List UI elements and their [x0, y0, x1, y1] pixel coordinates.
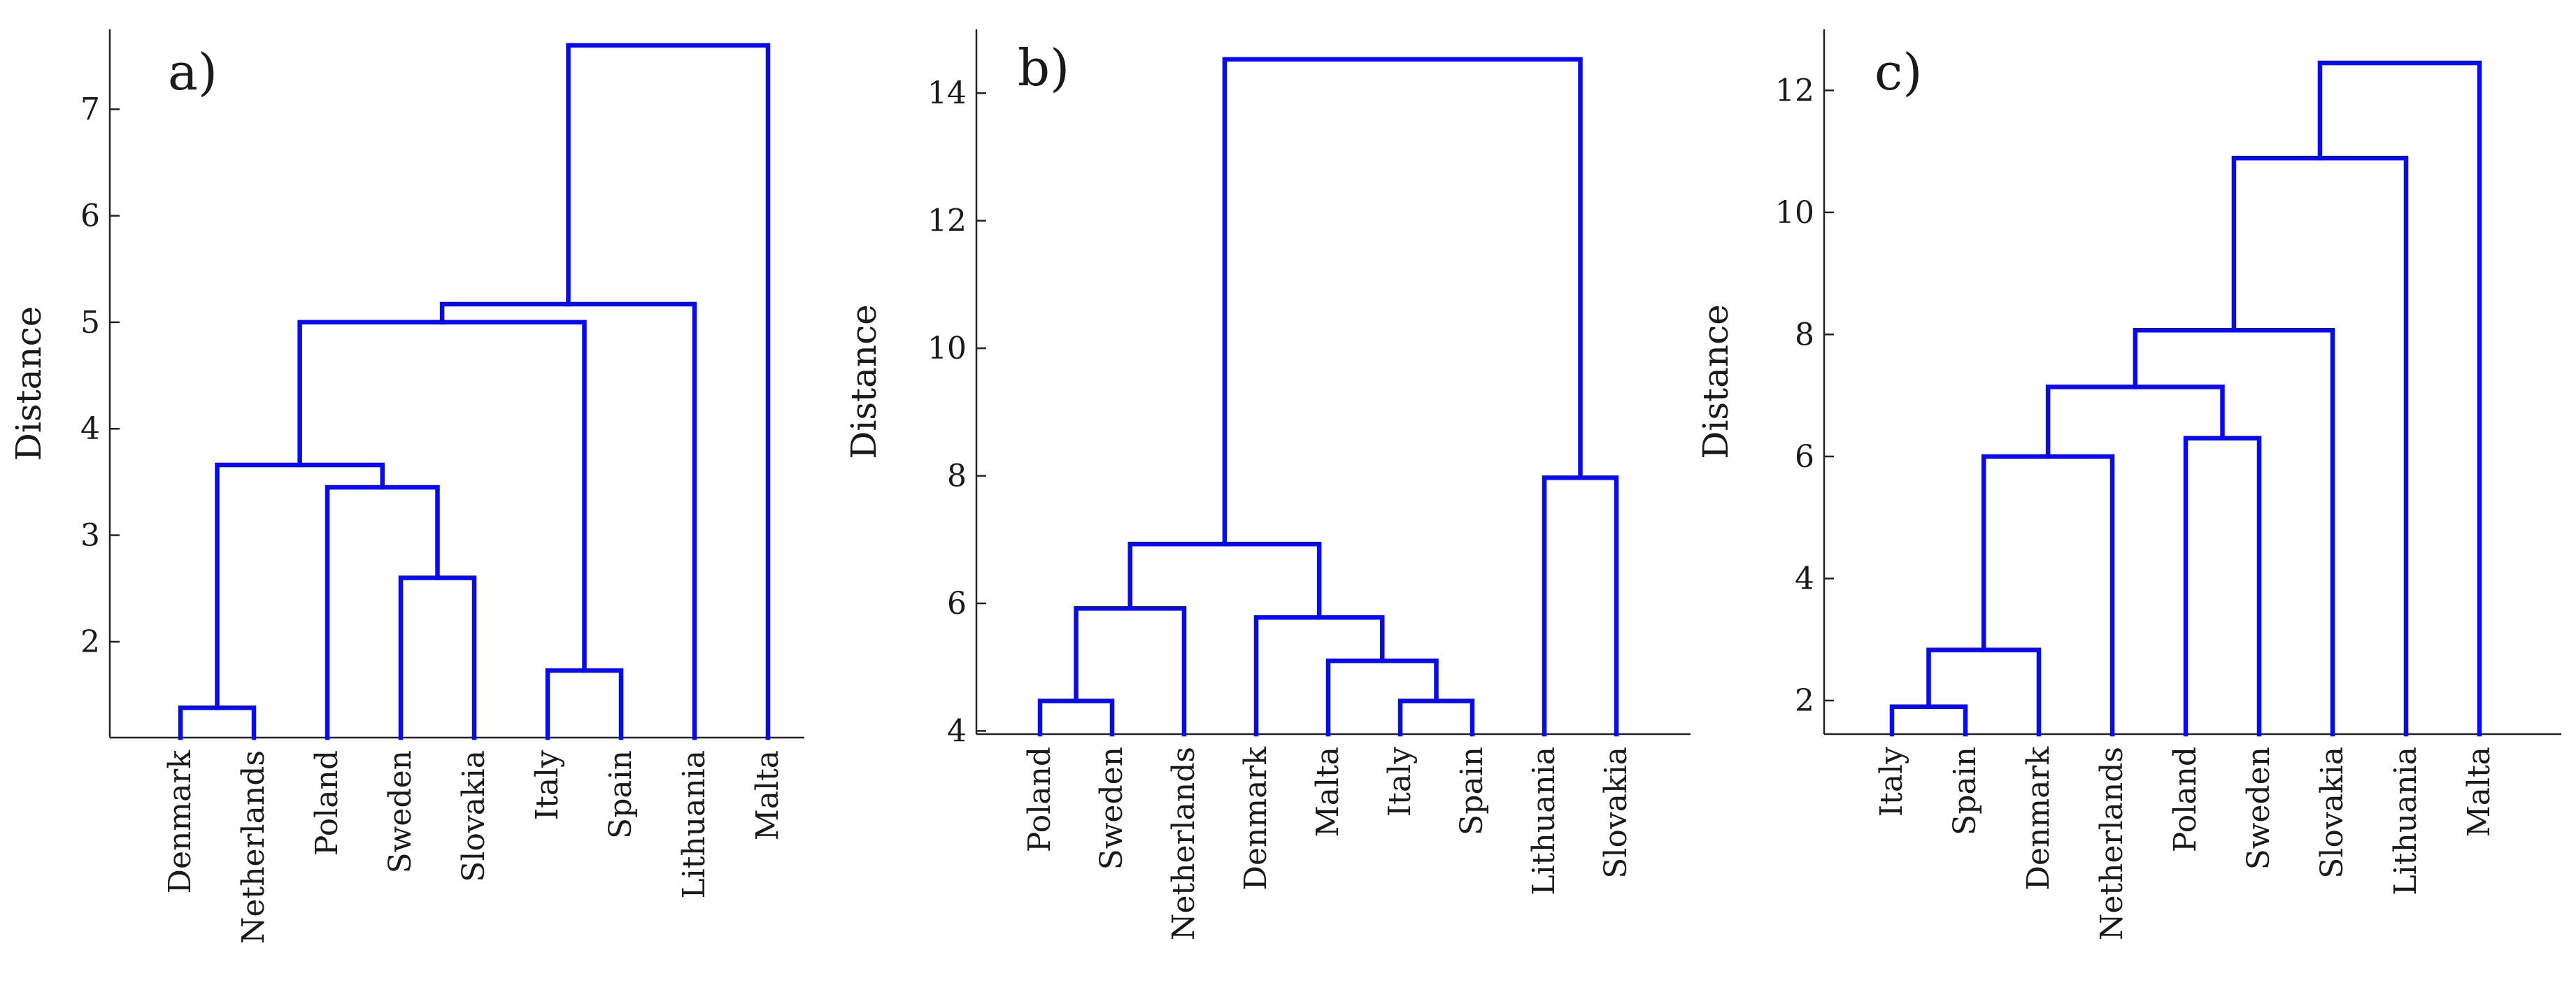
dendrogram-link — [1981, 454, 2115, 737]
leaf-label: Italy — [1874, 747, 1909, 817]
leaf-label: Italy — [1382, 747, 1418, 817]
y-tick-label: 6 — [947, 586, 967, 622]
dendrogram-link — [1926, 647, 2042, 737]
dendrogram-link — [2317, 60, 2482, 737]
leaf-label: Denmark — [1238, 747, 1274, 891]
y-tick-label: 3 — [80, 518, 100, 554]
leaf-label: Slovakia — [2314, 747, 2350, 879]
leaf-label: Poland — [2168, 747, 2203, 852]
dendrogram-link — [545, 668, 624, 740]
y-tick-label: 12 — [1775, 73, 1814, 108]
leaf-label: Spain — [1947, 747, 1983, 835]
y-axis-label: Distance — [1695, 304, 1736, 459]
dendrogram-link — [2183, 436, 2262, 737]
dendrogram-link — [215, 462, 385, 710]
leaf-label: Netherlands — [2094, 747, 2130, 940]
dendrogram-link — [1074, 606, 1187, 737]
dendrogram-link — [2045, 385, 2225, 459]
dendrogram-link — [1397, 698, 1475, 737]
leaf-label: Italy — [529, 750, 565, 820]
dendrogram-link — [325, 485, 440, 740]
leaf-label: Slovakia — [456, 750, 492, 882]
leaf-label: Netherlands — [236, 750, 271, 944]
y-tick-label: 6 — [80, 199, 100, 234]
leaf-label: Denmark — [2021, 747, 2056, 891]
leaf-label: Sweden — [383, 750, 418, 873]
y-tick-label: 4 — [80, 411, 100, 447]
leaf-label: Denmark — [162, 750, 198, 894]
dendrogram-link — [566, 43, 771, 740]
leaf-label: Lithuania — [2388, 747, 2424, 896]
y-tick-label: 2 — [1795, 683, 1814, 719]
leaf-label: Poland — [309, 750, 345, 856]
y-tick-label: 6 — [1795, 439, 1814, 475]
leaf-label: Lithuania — [676, 750, 712, 899]
dendrogram-link — [1037, 698, 1115, 737]
leaf-label: Netherlands — [1166, 747, 1202, 940]
dendrogram-link — [1222, 57, 1583, 547]
y-tick-label: 10 — [1775, 195, 1814, 231]
panel-label: b) — [1018, 38, 1069, 97]
dendrogram-panel-1: 2 3 4 5 6 7 Distance a) Denmark Netherlands Poland… — [8, 29, 804, 944]
y-tick-label: 7 — [80, 92, 100, 127]
y-tick-label: 5 — [80, 305, 100, 340]
dendrogram-link — [1542, 475, 1619, 737]
y-tick-label: 12 — [927, 203, 967, 239]
y-tick-label: 4 — [947, 713, 967, 749]
dendrogram-panel-3: 2 4 6 8 10 12 Distance c) Italy Spain Denmark Nethe… — [1695, 29, 2561, 940]
dendrogram-link — [2133, 328, 2335, 737]
dendrogram-panel-2: 4 6 8 10 12 14 Distance b) Poland Sweden Netherlan… — [844, 29, 1691, 940]
dendrogram-link — [1889, 704, 1968, 737]
leaf-label: Malta — [2461, 747, 2497, 837]
y-tick-label: 2 — [80, 624, 100, 660]
dendrogram-link — [297, 320, 587, 673]
panel-label: a) — [168, 43, 218, 101]
leaf-label: Lithuania — [1526, 747, 1562, 896]
dendrogram-link — [1325, 658, 1439, 737]
leaf-label: Malta — [750, 750, 785, 840]
leaf-label: Spain — [1454, 747, 1490, 835]
panel-label: c) — [1874, 43, 1922, 101]
dendrogram-link — [1253, 615, 1385, 737]
y-tick-label: 14 — [927, 76, 967, 111]
dendrogram-link — [398, 575, 477, 740]
leaf-label: Slovakia — [1598, 747, 1634, 879]
leaf-label: Sweden — [2241, 747, 2277, 870]
y-axis-label: Distance — [8, 306, 49, 461]
dendrogram-link — [178, 705, 257, 740]
y-axis-label: Distance — [844, 304, 884, 459]
y-tick-label: 8 — [947, 459, 967, 494]
y-tick-label: 4 — [1795, 561, 1814, 596]
leaf-label: Spain — [603, 750, 639, 839]
leaf-label: Malta — [1310, 747, 1346, 837]
y-tick-label: 10 — [927, 331, 967, 366]
leaf-label: Poland — [1022, 747, 1058, 852]
y-tick-label: 8 — [1795, 317, 1814, 352]
leaf-label: Sweden — [1094, 747, 1130, 870]
